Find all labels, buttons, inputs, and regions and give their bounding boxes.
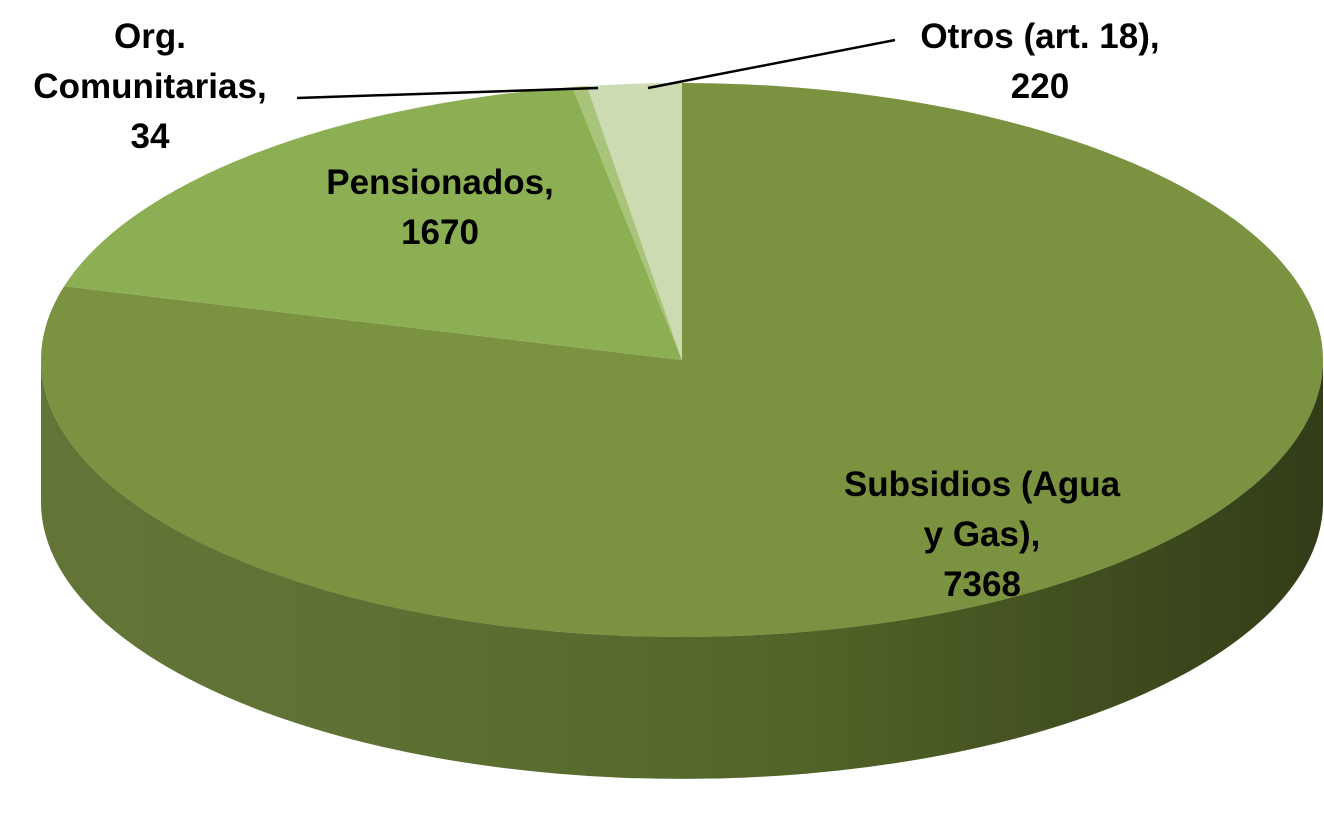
label-category: Subsidios (Agua y Gas), (843, 465, 1121, 554)
label-category: Otros (art. 18), (920, 17, 1160, 56)
data-label: Subsidios (Agua y Gas), 7368 (832, 460, 1132, 610)
tops (41, 83, 1324, 637)
label-value: 34 (130, 117, 170, 156)
label-category: Pensionados, (326, 163, 554, 202)
slice-side-shade (41, 360, 1323, 779)
data-label: Otros (art. 18), 220 (860, 12, 1220, 112)
label-value: 7368 (943, 565, 1021, 604)
data-label: Pensionados, 1670 (310, 158, 570, 258)
slice (41, 83, 1324, 637)
label-category: Org. Comunitarias, (33, 17, 267, 106)
slice (572, 86, 682, 361)
slice (586, 83, 682, 360)
label-value: 220 (1010, 67, 1070, 106)
data-label: Org. Comunitarias, 34 (0, 12, 300, 162)
leader-line (647, 38, 896, 90)
slice (64, 87, 682, 360)
sides (41, 360, 1323, 779)
leader-line (296, 86, 599, 100)
label-value: 1670 (401, 213, 479, 252)
pie (41, 83, 1324, 779)
